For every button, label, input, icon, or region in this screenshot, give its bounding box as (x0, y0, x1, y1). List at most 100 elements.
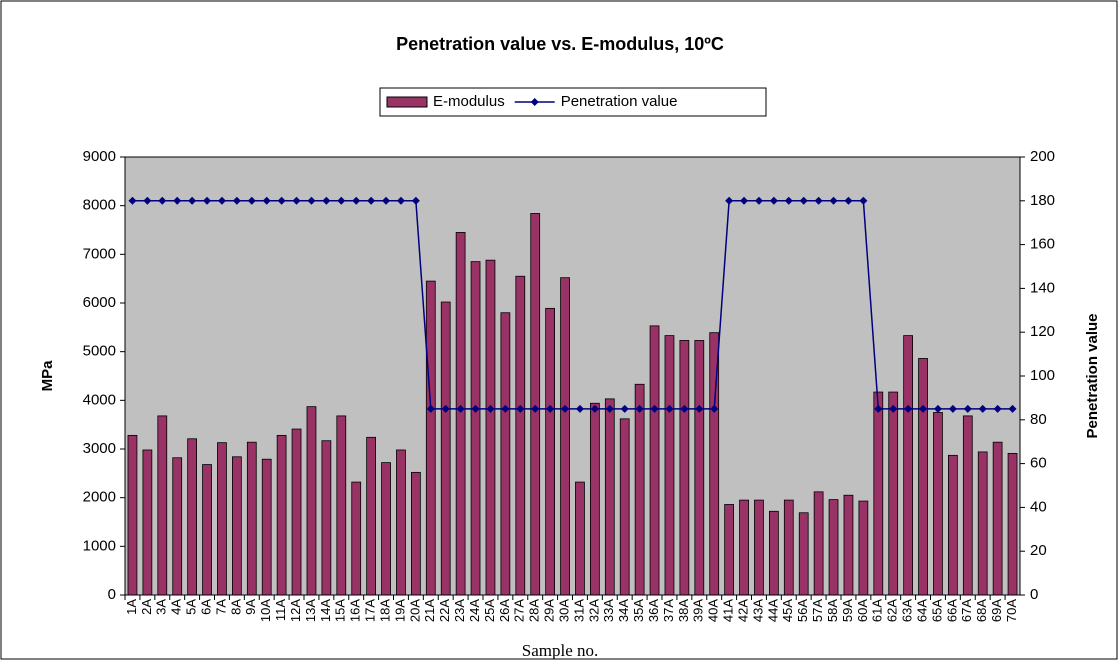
x-tick-label: 30A (556, 599, 571, 622)
marker (367, 196, 376, 205)
marker (277, 196, 286, 205)
marker (411, 196, 420, 205)
x-tick-label: 23A (452, 599, 467, 622)
x-tick-label: 31A (571, 599, 586, 622)
bar (813, 491, 824, 596)
marker (217, 196, 226, 205)
x-tick-label: 32A (586, 599, 601, 622)
bar (440, 301, 451, 596)
bar (858, 500, 869, 596)
x-tick-label: 13A (303, 599, 318, 622)
bar (515, 275, 526, 596)
marker (143, 196, 152, 205)
marker (128, 196, 137, 205)
marker (173, 196, 182, 205)
bar (425, 280, 436, 596)
y-tick-label: 3000 (83, 440, 116, 457)
marker (620, 404, 629, 413)
marker (203, 196, 212, 205)
y-tick-label: 9000 (83, 148, 116, 165)
bar (545, 307, 556, 596)
bar (754, 499, 764, 596)
plot-area (125, 157, 1020, 595)
y-tick-label: 7000 (83, 245, 116, 262)
x-tick-label: 33A (601, 599, 616, 622)
x-tick-label: 60A (855, 599, 870, 622)
bar (933, 412, 943, 596)
bar (1007, 452, 1018, 596)
marker (799, 196, 808, 205)
x-tick-label: 63A (900, 599, 915, 622)
marker (516, 404, 525, 413)
marker (1008, 404, 1017, 413)
x-tick-label: 40A (706, 599, 721, 622)
x-tick-label: 35A (631, 599, 646, 622)
marker (814, 196, 823, 205)
marker (262, 196, 271, 205)
marker (188, 196, 197, 205)
bar (246, 441, 257, 596)
marker (382, 196, 391, 205)
x-tick-label: 12A (288, 599, 303, 622)
marker (769, 196, 778, 205)
y-axis-title: MPa (39, 360, 56, 392)
x-tick-label: 66A (944, 599, 959, 622)
bar (590, 402, 600, 596)
marker (590, 404, 599, 413)
marker (232, 196, 241, 205)
marker (352, 196, 361, 205)
x-tick-label: 14A (318, 599, 333, 622)
bar (739, 499, 749, 596)
marker (546, 404, 555, 413)
marker (531, 404, 540, 413)
x-tick-label: 44A (765, 599, 780, 622)
bar (470, 261, 481, 596)
y2-tick-label: 180 (1030, 192, 1055, 209)
x-tick-label: 4A (169, 599, 184, 615)
bar (769, 510, 779, 596)
x-tick-label: 59A (840, 599, 855, 622)
marker (486, 404, 495, 413)
bar (992, 441, 1003, 596)
bar (962, 415, 973, 596)
marker (948, 404, 957, 413)
marker (859, 196, 868, 205)
bar (679, 340, 690, 596)
bar (261, 458, 272, 596)
marker (919, 404, 928, 413)
bar (202, 464, 212, 596)
x-tick-label: 11A (273, 599, 288, 621)
bar (172, 457, 183, 596)
bar (455, 232, 466, 596)
marker (844, 196, 853, 205)
marker (754, 196, 763, 205)
x-tick-label: 38A (676, 599, 691, 622)
x-tick-label: 10A (258, 599, 273, 622)
x-tick-label: 22A (437, 599, 452, 622)
x-tick-label: 20A (407, 599, 422, 622)
x-tick-label: 62A (885, 599, 900, 622)
marker (993, 404, 1002, 413)
marker (829, 196, 838, 205)
bar (530, 213, 541, 596)
bar (694, 340, 705, 596)
bar (187, 438, 197, 596)
legend-label: Penetration value (561, 93, 678, 110)
marker (874, 404, 883, 413)
x-tick-label: 3A (154, 599, 169, 615)
bar (634, 383, 645, 596)
marker (680, 404, 689, 413)
marker (889, 404, 898, 413)
x-tick-label: 17A (363, 599, 378, 622)
x-tick-label: 9A (243, 599, 258, 615)
bar (231, 456, 242, 596)
marker (710, 404, 719, 413)
legend-marker (530, 98, 539, 106)
marker (307, 196, 316, 205)
legend-label: E-modulus (433, 93, 505, 110)
y2-tick-label: 120 (1030, 323, 1055, 340)
marker (784, 196, 793, 205)
bar (396, 449, 406, 596)
x-tick-label: 28A (527, 599, 542, 622)
x-tick-label: 68A (974, 599, 989, 622)
